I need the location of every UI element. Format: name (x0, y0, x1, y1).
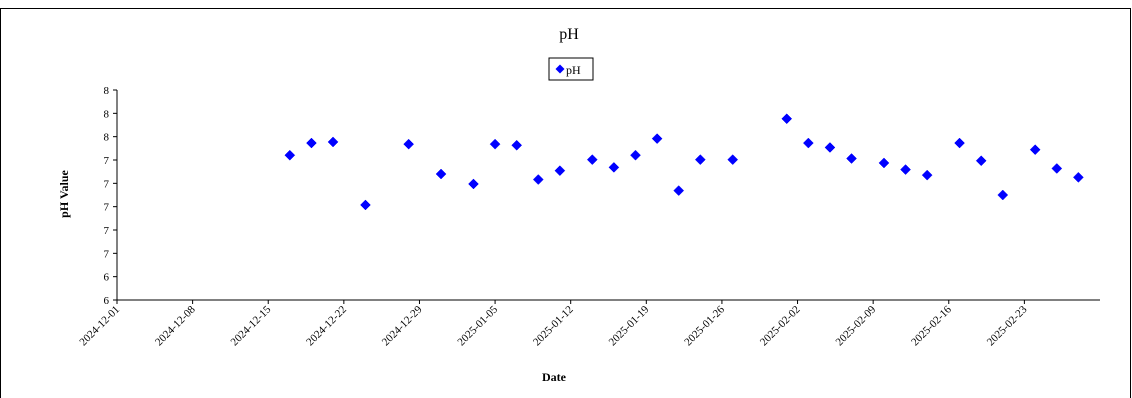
x-axis-title: Date (542, 370, 567, 384)
y-tick-label: 8 (104, 108, 110, 120)
x-tick-label: 2025-01-19 (607, 303, 652, 348)
x-tick-label: 2025-02-09 (833, 303, 878, 348)
data-point (846, 153, 857, 164)
y-tick-label: 7 (104, 248, 110, 260)
x-tick-label: 2024-12-29 (380, 303, 425, 348)
y-tick-label: 6 (104, 295, 110, 307)
data-point (608, 162, 620, 173)
data-point (900, 164, 911, 175)
data-point (435, 168, 447, 180)
legend-label: pH (566, 63, 581, 77)
x-tick-label: 2024-12-22 (304, 304, 349, 349)
data-point (651, 133, 663, 144)
y-tick-label: 7 (104, 202, 110, 214)
data-point (694, 154, 706, 165)
x-tick-label: 2024-12-01 (77, 304, 122, 349)
data-point (727, 154, 739, 165)
data-point (586, 154, 598, 165)
y-ticks: 8 8 8 7 7 7 7 7 6 6 (104, 85, 117, 307)
chart-title: pH (559, 26, 579, 43)
chart-frame (0, 8, 1131, 398)
data-point (327, 136, 339, 148)
data-point (1073, 171, 1084, 183)
data-point (954, 137, 965, 149)
data-point (1051, 163, 1063, 174)
data-point (511, 139, 523, 151)
data-point (403, 138, 415, 150)
data-point (921, 169, 933, 181)
legend: pH (548, 57, 594, 81)
y-tick-label: 7 (104, 178, 110, 190)
data-point (997, 189, 1009, 201)
x-tick-label: 2024-12-15 (229, 303, 274, 348)
data-point (824, 142, 836, 153)
data-point (284, 149, 296, 161)
x-tick-label: 2024-12-08 (153, 303, 198, 348)
y-axis-title: pH Value (57, 169, 71, 217)
legend-box (548, 57, 594, 81)
x-ticks: 2024-12-01 2024-12-08 2024-12-15 2024-12-22… (77, 300, 1030, 348)
data-point (554, 165, 566, 177)
data-point (630, 149, 641, 161)
x-tick-label: 2025-02-23 (985, 303, 1030, 348)
data-point (878, 157, 890, 169)
y-tick-label: 7 (104, 155, 110, 167)
data-point (802, 137, 814, 149)
data-point (781, 113, 793, 125)
x-tick-label: 2025-02-02 (758, 304, 803, 349)
y-tick-label: 8 (104, 132, 110, 144)
data-point (975, 155, 987, 167)
data-point (1029, 144, 1041, 156)
x-tick-label: 2025-01-12 (531, 304, 576, 349)
y-tick-label: 6 (104, 272, 110, 284)
y-tick-label: 7 (104, 225, 110, 237)
data-point (306, 137, 317, 149)
data-point (468, 178, 479, 190)
data-point (532, 174, 544, 185)
x-tick-label: 2025-01-26 (682, 303, 727, 348)
legend-marker (555, 64, 565, 74)
data-points (284, 113, 1084, 211)
x-tick-label: 2025-01-05 (455, 303, 500, 348)
data-point (673, 185, 685, 196)
x-tick-label: 2025-02-16 (909, 303, 954, 348)
data-point (360, 199, 371, 211)
y-tick-label: 8 (104, 85, 110, 97)
data-point (489, 138, 501, 150)
